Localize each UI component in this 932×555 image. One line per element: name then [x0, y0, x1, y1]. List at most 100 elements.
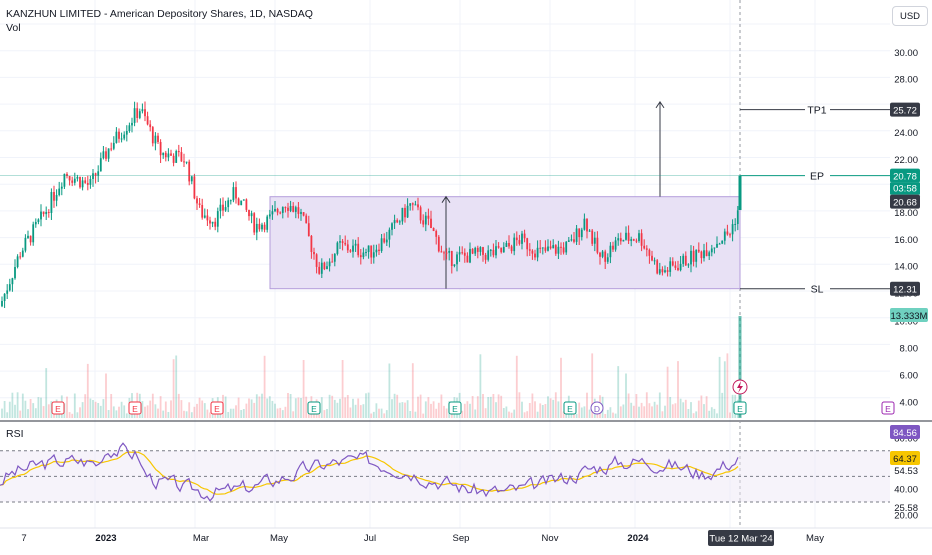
volume-bar	[721, 392, 724, 418]
candle-body	[599, 252, 601, 257]
volume-bar	[297, 397, 300, 418]
candle-body	[346, 244, 349, 251]
candle-body	[640, 233, 643, 246]
candle-body	[310, 235, 313, 252]
earnings-marker-glyph: E	[214, 404, 220, 414]
time-label: Mar	[193, 533, 209, 544]
candle-body	[1, 301, 3, 307]
candle-body	[92, 173, 94, 179]
volume-badge	[890, 308, 928, 322]
candle-body	[437, 236, 440, 252]
volume-bar	[557, 401, 560, 418]
candle-body	[37, 219, 40, 222]
candle-body	[180, 152, 183, 162]
earnings-marker-glyph: E	[885, 404, 891, 414]
volume-legend[interactable]: Vol	[6, 22, 21, 34]
volume-bar	[435, 408, 438, 418]
candle-body	[292, 206, 295, 212]
candle-body	[21, 250, 24, 257]
candle-body	[489, 249, 492, 251]
rsi-legend[interactable]: RSI	[6, 428, 24, 440]
countdown-text: 03:58	[893, 184, 917, 195]
candle-body	[159, 142, 162, 156]
volume-bar	[609, 407, 612, 418]
candle-body	[115, 131, 118, 143]
candle-body	[661, 269, 664, 273]
candle-body	[417, 204, 419, 208]
volume-bar	[170, 400, 172, 418]
volume-bar	[6, 412, 9, 418]
volume-bar	[534, 401, 536, 418]
candle-body	[539, 247, 542, 249]
candle-body	[339, 241, 341, 243]
volume-bar	[406, 400, 409, 418]
candle-body	[547, 246, 549, 251]
candle-body	[107, 148, 110, 159]
volume-bar	[362, 404, 365, 418]
candle-body	[357, 243, 360, 256]
volume-bar	[76, 412, 79, 418]
currency-button[interactable]: USD	[892, 6, 928, 26]
candle-body	[523, 233, 526, 239]
volume-bar	[383, 413, 386, 418]
candle-body	[271, 211, 274, 215]
candle-body	[328, 261, 331, 267]
rsi-tick: 25.58	[894, 503, 918, 514]
price-badge-tp1	[890, 102, 920, 117]
time-label: 2023	[95, 533, 116, 544]
candle-body	[86, 183, 89, 185]
volume-bar	[669, 397, 672, 418]
rsi-value-badge	[890, 425, 920, 439]
volume-bar	[357, 398, 360, 418]
candle-body	[687, 264, 690, 266]
candle-body	[6, 290, 9, 294]
candle-body	[708, 252, 711, 256]
candle-body	[541, 247, 544, 249]
candle-body	[146, 116, 149, 125]
price-tick: 14.00	[894, 262, 918, 273]
volume-bar	[424, 401, 427, 418]
volume-bar	[34, 408, 37, 418]
candle-body	[651, 255, 653, 261]
candle-body	[463, 252, 466, 256]
volume-bar	[596, 412, 599, 418]
candle-body	[409, 203, 412, 206]
volume-bar	[203, 403, 206, 418]
candle-body	[105, 151, 107, 159]
volume-bar	[201, 400, 204, 418]
candle-body	[643, 245, 646, 249]
volume-bar	[414, 411, 417, 418]
candle-body	[370, 245, 373, 258]
volume-bar	[549, 398, 552, 418]
price-badge-sl	[890, 281, 920, 296]
volume-bar	[474, 409, 477, 418]
candle-body	[170, 153, 172, 156]
volume-bar	[42, 406, 45, 418]
candle-body	[276, 209, 279, 213]
symbol-title[interactable]: KANZHUN LIMITED - American Depository Sh…	[6, 8, 313, 20]
volume-badge-text: 13.333M	[891, 311, 928, 322]
candle-body	[726, 231, 729, 235]
earnings-marker	[210, 401, 224, 415]
volume-layer	[1, 316, 742, 418]
candle-body	[157, 135, 159, 142]
volume-bar	[271, 400, 274, 418]
volume-bar	[58, 413, 61, 418]
volume-bar	[1, 408, 3, 418]
candle-body	[32, 224, 35, 243]
volume-bar	[508, 411, 510, 418]
volume-bar	[118, 406, 120, 418]
volume-bar	[476, 396, 479, 418]
candle-body	[713, 247, 716, 249]
prev-close-text: 20.68	[893, 198, 917, 209]
volume-bar	[16, 392, 19, 418]
candle-body	[716, 243, 718, 248]
candle-body	[736, 210, 739, 224]
rsi-tick: 54.53	[894, 466, 918, 477]
prev-close-badge	[890, 194, 920, 209]
volume-bar	[274, 403, 276, 418]
volume-bar	[102, 399, 105, 418]
candle-body	[250, 213, 253, 217]
